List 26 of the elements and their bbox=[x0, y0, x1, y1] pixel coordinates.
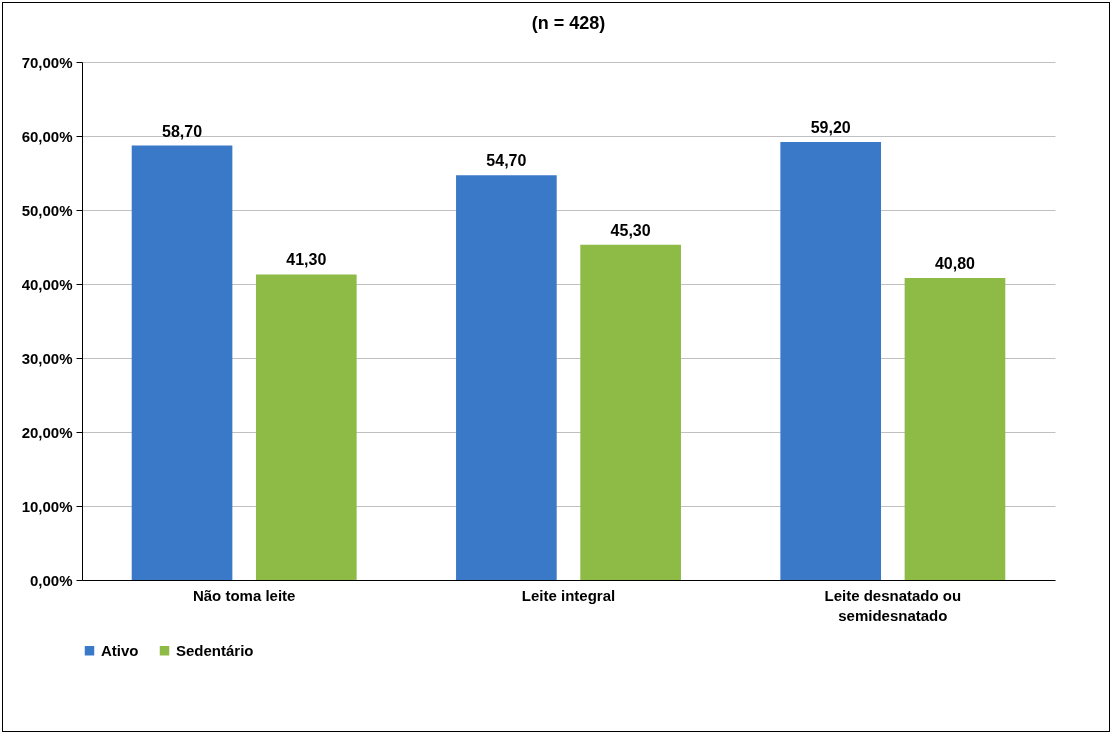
bar bbox=[904, 278, 1006, 580]
y-tick-label: 10,00% bbox=[21, 497, 73, 515]
y-tick-label: 0,00% bbox=[29, 571, 73, 589]
bar bbox=[131, 145, 233, 580]
legend-label: Ativo bbox=[101, 641, 139, 659]
bar bbox=[255, 274, 357, 580]
data-label: 54,70 bbox=[486, 152, 527, 170]
data-label: 45,30 bbox=[610, 221, 651, 239]
y-tick-label: 20,00% bbox=[21, 423, 73, 441]
y-tick-label: 70,00% bbox=[21, 53, 73, 71]
y-tick-label: 40,00% bbox=[21, 275, 73, 293]
chart-title: (n = 428) bbox=[531, 13, 606, 33]
bar bbox=[456, 175, 557, 580]
y-tick-label: 60,00% bbox=[21, 127, 73, 145]
x-tick-label: Leite desnatado ou semidesnatado bbox=[824, 586, 962, 624]
legend-label: Sedentário bbox=[176, 641, 254, 659]
bar bbox=[580, 244, 681, 580]
y-tick-label: 30,00% bbox=[21, 349, 73, 367]
x-tick-label: Não toma leite bbox=[192, 586, 296, 604]
x-tick-label: Leite integral bbox=[521, 586, 616, 604]
data-label: 40,80 bbox=[934, 255, 976, 273]
data-label: 41,30 bbox=[286, 251, 327, 269]
y-tick-label: 50,00% bbox=[21, 201, 73, 219]
data-label: 59,20 bbox=[810, 118, 851, 136]
bar bbox=[780, 141, 882, 580]
data-label: 58,70 bbox=[162, 122, 203, 140]
